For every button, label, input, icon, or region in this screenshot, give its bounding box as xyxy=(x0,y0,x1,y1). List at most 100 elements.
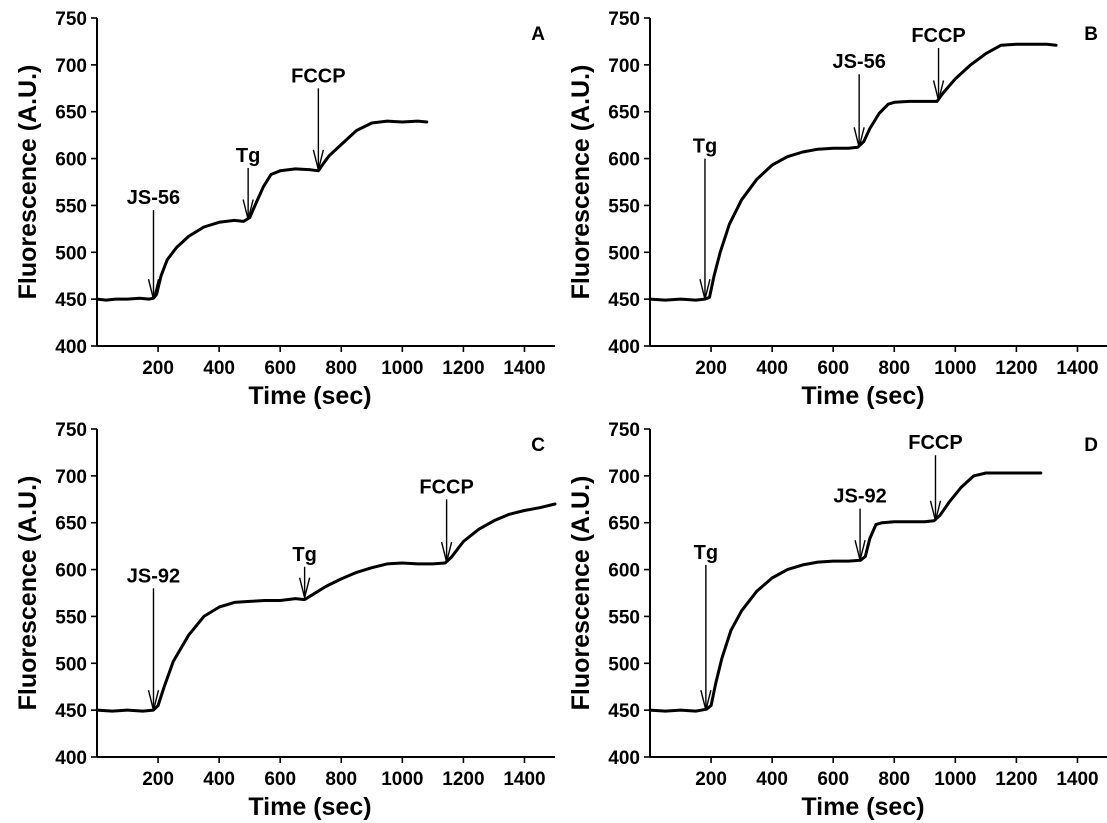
annotation-label: Tg xyxy=(236,145,260,167)
y-tick-label: 500 xyxy=(55,243,87,264)
annotation-label: JS-92 xyxy=(833,486,886,508)
panel-d: 400 450 500 550 600 650 700 750 200 400 600 800 1000… xyxy=(553,411,1107,822)
y-tick-label: 400 xyxy=(55,337,87,358)
x-tick-label: 1400 xyxy=(1056,358,1098,379)
annotation-label: Tg xyxy=(292,544,316,566)
x-tick-label: 800 xyxy=(878,769,910,790)
x-tick-label: 1200 xyxy=(442,769,484,790)
x-tick-label: 600 xyxy=(264,769,296,790)
arrow-head xyxy=(929,500,942,522)
y-tick-label: 750 xyxy=(55,420,87,441)
y-tick-label: 400 xyxy=(608,337,640,358)
y-tick-label: 550 xyxy=(55,607,87,628)
panel-letter: C xyxy=(531,435,545,456)
arrow-head xyxy=(853,127,865,148)
annotation-arrow: Tg xyxy=(693,136,717,300)
annotation-label: Tg xyxy=(694,542,718,564)
arrow-head xyxy=(312,149,325,170)
x-tick-label: 600 xyxy=(817,358,849,379)
y-axis-title: Fluorescence (A.U.) xyxy=(14,476,42,711)
annotation-label: FCCP xyxy=(908,432,962,454)
x-tick-label: 1200 xyxy=(995,769,1037,790)
y-tick-label: 450 xyxy=(55,290,87,311)
chart-a-svg: 400 450 500 550 600 650 700 750 200 400 600 800 1000… xyxy=(14,9,555,410)
x-tick-label: 1400 xyxy=(503,769,545,790)
annotation-arrow: JS-92 xyxy=(127,565,180,711)
annotation-arrow: JS-56 xyxy=(127,187,180,300)
arrow-head xyxy=(854,540,866,561)
x-axis-title: Time (sec) xyxy=(801,382,924,410)
x-tick-label: 200 xyxy=(695,358,727,379)
x-tick-label: 400 xyxy=(203,358,235,379)
x-tick-label: 600 xyxy=(817,769,849,790)
y-tick-label: 750 xyxy=(55,9,87,30)
x-tick-label: 400 xyxy=(756,358,788,379)
chart-b-svg: 400 450 500 550 600 650 700 750 200 400 600 800 1000… xyxy=(567,9,1107,410)
y-tick-label: 650 xyxy=(608,514,640,535)
annotation-arrow: Tg xyxy=(236,145,260,220)
y-tick-label: 700 xyxy=(608,56,640,77)
arrow-head xyxy=(242,199,254,220)
x-tick-label: 1000 xyxy=(381,358,423,379)
y-tick-label: 600 xyxy=(55,150,87,171)
annotation-label: JS-92 xyxy=(127,565,180,587)
annotation-label: FCCP xyxy=(419,476,473,498)
y-tick-label: 550 xyxy=(608,196,640,217)
y-tick-label: 400 xyxy=(55,748,87,769)
y-tick-label: 650 xyxy=(608,103,640,124)
x-tick-label: 200 xyxy=(142,769,174,790)
arrow-head xyxy=(700,689,712,711)
annotation-arrow: FCCP xyxy=(419,476,474,563)
annotation-label: JS-56 xyxy=(832,51,885,73)
y-tick-label: 700 xyxy=(55,56,87,77)
annotation-arrow: JS-92 xyxy=(833,486,887,561)
y-tick-label: 500 xyxy=(55,654,87,675)
y-tick-label: 450 xyxy=(55,701,87,722)
x-tick-label: 600 xyxy=(264,358,296,379)
y-axis-title: Fluorescence (A.U.) xyxy=(567,476,595,711)
series-line-a xyxy=(95,119,429,302)
y-tick-label: 700 xyxy=(55,467,87,488)
y-tick-label: 500 xyxy=(608,243,640,264)
x-tick-label: 1000 xyxy=(381,769,423,790)
x-tick-label: 800 xyxy=(325,358,357,379)
arrow-head xyxy=(440,541,453,563)
annotation-arrow: Tg xyxy=(292,544,317,598)
y-tick-label: 600 xyxy=(608,561,640,582)
x-tick-label: 1000 xyxy=(934,769,976,790)
y-tick-label: 650 xyxy=(55,103,87,124)
panel-letter: B xyxy=(1084,24,1098,45)
y-tick-label: 400 xyxy=(608,748,640,769)
annotation-arrow: JS-56 xyxy=(832,51,886,148)
annotation-label: Tg xyxy=(693,136,717,158)
y-tick-label: 550 xyxy=(55,196,87,217)
series-line-c xyxy=(95,502,557,713)
panel-b: 400 450 500 550 600 650 700 750 200 400 600 800 1000… xyxy=(553,0,1107,411)
x-tick-label: 800 xyxy=(325,769,357,790)
x-tick-label: 200 xyxy=(695,769,727,790)
annotation-arrow: FCCP xyxy=(911,25,966,101)
panel-a: 400 450 500 550 600 650 700 750 200 400 600 800 1000… xyxy=(0,0,555,411)
chart-d-svg: 400 450 500 550 600 650 700 750 200 400 600 800 1000… xyxy=(567,420,1107,821)
arrow-head xyxy=(147,689,160,711)
x-tick-label: 400 xyxy=(756,769,788,790)
x-tick-label: 800 xyxy=(878,358,910,379)
x-axis-title: Time (sec) xyxy=(248,382,371,410)
arrow-head xyxy=(699,278,711,300)
annotation-label: FCCP xyxy=(291,65,345,87)
y-tick-label: 450 xyxy=(608,701,640,722)
x-axis-title: Time (sec) xyxy=(801,793,924,821)
arrow-head xyxy=(147,278,160,300)
y-tick-label: 450 xyxy=(608,290,640,311)
panel-letter: A xyxy=(531,24,545,45)
x-tick-label: 1000 xyxy=(934,358,976,379)
x-tick-label: 400 xyxy=(203,769,235,790)
arrow-head xyxy=(298,577,311,598)
chart-c-svg: 400 450 500 550 600 650 700 750 200 400 600 800 1000… xyxy=(14,420,557,821)
y-tick-label: 550 xyxy=(608,607,640,628)
y-axis-title: Fluorescence (A.U.) xyxy=(14,65,42,300)
y-tick-label: 600 xyxy=(55,561,87,582)
y-tick-label: 750 xyxy=(608,9,640,30)
x-tick-label: 200 xyxy=(142,358,174,379)
